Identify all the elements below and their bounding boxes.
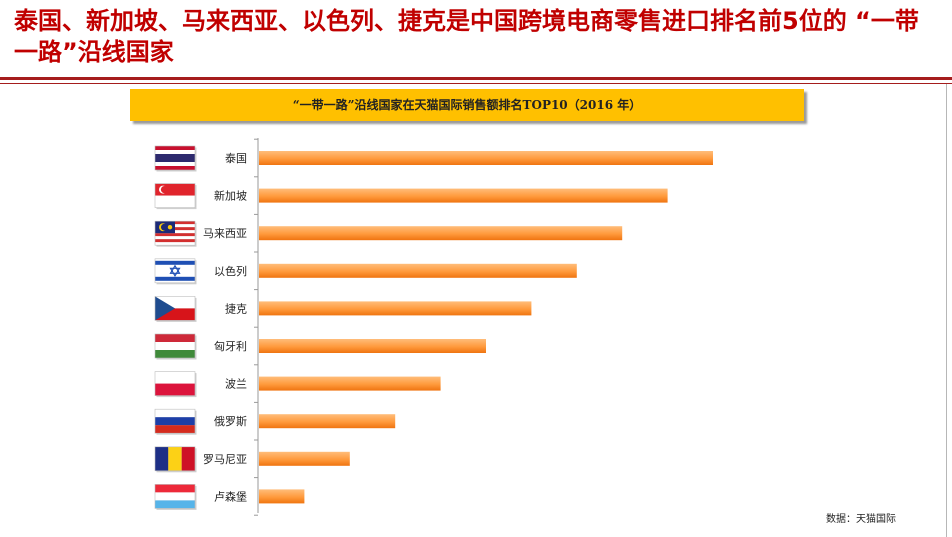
poland-flag-icon: [154, 371, 197, 398]
hungary-flag-icon: [154, 333, 197, 360]
bar-6: [259, 376, 441, 391]
category-label: 新加坡: [214, 189, 247, 203]
israel-flag-icon: [154, 258, 197, 285]
czech-flag-icon: [154, 296, 197, 322]
category-label: 罗马尼亚: [203, 453, 247, 466]
malaysia-flag-icon: [154, 220, 197, 247]
singapore-flag-icon: [154, 183, 197, 210]
category-label: 匈牙利: [214, 339, 247, 353]
category-label: 马来西亚: [203, 227, 247, 240]
flags: [154, 145, 197, 510]
luxembourg-flag-icon: [154, 484, 197, 510]
category-label: 以色列: [214, 264, 247, 278]
chart-title-banner: “一带一路”沿线国家在天猫国际销售额排名TOP10（2016 年）: [130, 89, 804, 121]
bar-5: [259, 339, 486, 353]
source-note: 数据：天猫国际: [826, 514, 896, 525]
frame-right-edge: [946, 84, 947, 537]
category-label: 波兰: [225, 378, 247, 391]
romania-flag-icon: [154, 446, 197, 473]
category-label: 卢森堡: [214, 489, 247, 503]
bar-0: [259, 151, 713, 165]
russia-flag-icon: [154, 408, 197, 435]
category-label: 泰国: [225, 151, 247, 165]
bars: [259, 151, 713, 504]
category-label: 俄罗斯: [214, 415, 247, 428]
bar-1: [259, 188, 668, 203]
category-label: 捷克: [225, 301, 247, 315]
bar-8: [259, 451, 350, 466]
thailand-flag-icon: [154, 145, 197, 172]
title-divider-thin: [0, 83, 952, 84]
bar-2: [259, 226, 623, 241]
slide-title: 泰国、新加坡、马来西亚、以色列、捷克是中国跨境电商零售进口排名前5位的 “一带一…: [14, 7, 919, 66]
bar-9: [259, 489, 305, 504]
bar-7: [259, 414, 396, 429]
bar-4: [259, 301, 532, 316]
bar-3: [259, 263, 577, 278]
category-axis-ticks: [254, 138, 258, 516]
title-divider-thick: [0, 77, 952, 80]
